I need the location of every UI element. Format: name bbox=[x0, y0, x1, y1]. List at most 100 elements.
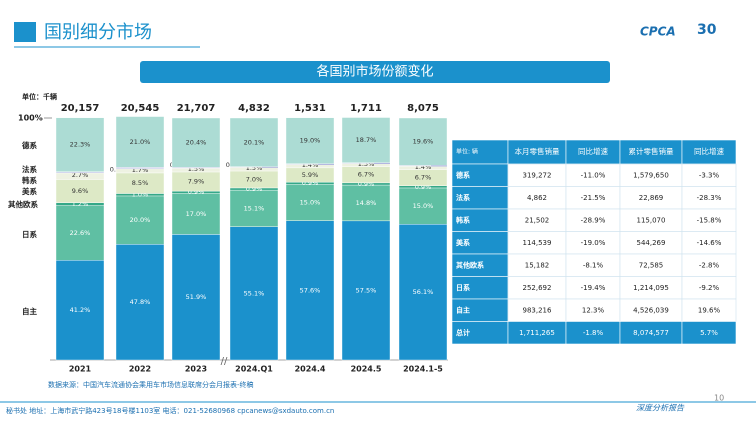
x-tick-label: 2021 bbox=[69, 365, 92, 374]
data-label: 0.9% bbox=[415, 183, 432, 191]
bar-segment bbox=[285, 184, 335, 221]
data-label: 1.3% bbox=[358, 160, 375, 168]
table-cell-text: 319,272 bbox=[523, 171, 552, 179]
data-label: 1.2% bbox=[72, 200, 89, 208]
axis-break: // bbox=[221, 356, 228, 367]
table-cell-text: 5.7% bbox=[700, 329, 718, 337]
table-cell-text: 544,269 bbox=[637, 239, 666, 247]
data-label: 0.9% bbox=[246, 185, 263, 193]
chart-title: 各国别市场份额变化 bbox=[316, 64, 433, 80]
table-cell-text: 19.6% bbox=[698, 306, 721, 314]
bar-segment bbox=[229, 189, 279, 227]
bar-segment bbox=[398, 224, 448, 361]
table-cell-text: -2.8% bbox=[699, 261, 720, 269]
data-label: 1.5% bbox=[246, 164, 263, 172]
subtitle-banner bbox=[140, 61, 610, 83]
table-cell-text: 22,869 bbox=[639, 194, 664, 202]
data-label: 20.0% bbox=[130, 216, 151, 224]
data-label: 9.6% bbox=[72, 187, 89, 195]
bar-segment bbox=[115, 167, 165, 170]
table-cell-text: -19.4% bbox=[581, 284, 606, 292]
table-cell-text: 韩系 bbox=[456, 215, 470, 224]
data-label: 22.6% bbox=[70, 229, 91, 237]
y-tick-label: 100% bbox=[18, 114, 43, 123]
total-label: 20,157 bbox=[61, 103, 100, 114]
data-label: 57.5% bbox=[356, 286, 377, 294]
data-label: 47.8% bbox=[130, 298, 151, 306]
table-cell-text: 72,585 bbox=[639, 261, 664, 269]
data-label: 19.0% bbox=[300, 137, 321, 145]
legend-label: 韩系 bbox=[22, 175, 37, 185]
table-cell-text: -1.8% bbox=[583, 329, 604, 337]
total-label: 1,711 bbox=[350, 103, 382, 114]
table-cell-text: -14.6% bbox=[697, 239, 722, 247]
data-label: 6.7% bbox=[358, 171, 375, 179]
data-label: 15.0% bbox=[300, 198, 321, 206]
table-cell-text: 252,692 bbox=[523, 284, 552, 292]
table-header: 同比增速 bbox=[578, 146, 608, 156]
bar-segment bbox=[398, 117, 448, 166]
data-label: 19.6% bbox=[413, 138, 434, 146]
data-label: 41.2% bbox=[70, 306, 91, 314]
x-tick-label: 2022 bbox=[129, 365, 151, 374]
table-cell-text: -28.3% bbox=[697, 194, 722, 202]
table-cell-text: -3.3% bbox=[699, 171, 720, 179]
table-cell-text: 115,070 bbox=[637, 216, 666, 224]
data-label: 2.7% bbox=[72, 171, 89, 179]
table-cell-text: -9.2% bbox=[699, 284, 720, 292]
table-header: 累计零售销量 bbox=[629, 146, 674, 156]
total-label: 21,707 bbox=[177, 103, 216, 114]
table-header: 同比增速 bbox=[694, 146, 724, 156]
bar-segment bbox=[115, 116, 165, 168]
table-header-cell bbox=[681, 139, 737, 165]
table-cell-text: -8.1% bbox=[583, 261, 604, 269]
source: 数据来源：中国汽车流通协会乘用车市场信息联席分会月报表-终稿 bbox=[48, 380, 254, 389]
legend-label: 美系 bbox=[22, 186, 37, 196]
table-cell-text: 12.3% bbox=[582, 306, 605, 314]
table-cell-text: 15,182 bbox=[525, 261, 550, 269]
data-label: 56.1% bbox=[413, 288, 434, 296]
data-label: 21.0% bbox=[130, 138, 151, 146]
table-cell-text: 4,862 bbox=[527, 194, 547, 202]
table-cell-text: 自主 bbox=[456, 305, 470, 314]
x-tick-label: 2024.Q1 bbox=[235, 365, 273, 374]
table-cell-text: -21.5% bbox=[581, 194, 606, 202]
table-cell-text: 114,539 bbox=[523, 239, 552, 247]
legend-label: 日系 bbox=[22, 229, 37, 239]
total-label: 4,832 bbox=[238, 103, 270, 114]
title-icon bbox=[14, 22, 36, 42]
data-label: 1.7% bbox=[132, 166, 149, 174]
table-header: 本月零售销量 bbox=[515, 146, 560, 156]
x-tick-label: 2024.1-5 bbox=[403, 365, 443, 374]
bar-segment bbox=[398, 187, 448, 225]
legend-label: 法系 bbox=[22, 164, 37, 174]
data-label: 15.0% bbox=[413, 202, 434, 210]
table-cell-text: 983,216 bbox=[523, 306, 552, 314]
x-tick-label: 2024.5 bbox=[351, 365, 382, 374]
table-cell-text: 德系 bbox=[456, 170, 470, 179]
bar-segment bbox=[55, 205, 105, 261]
table-cell-text: 法系 bbox=[456, 193, 470, 202]
data-label: 22.3% bbox=[70, 141, 91, 149]
table-cell-text: 美系 bbox=[456, 238, 470, 247]
table-cell-text: 日系 bbox=[456, 283, 470, 292]
data-label: 7.0% bbox=[246, 175, 263, 183]
table-header-cell bbox=[565, 139, 621, 165]
bar-segment bbox=[171, 234, 221, 361]
table-cell-text: 1,711,265 bbox=[519, 329, 555, 337]
table-cell-text: 其他欧系 bbox=[456, 260, 484, 269]
table-cell-text: 4,526,039 bbox=[633, 306, 669, 314]
data-label: 1.4% bbox=[415, 163, 432, 171]
x-tick-label: 2023 bbox=[185, 365, 207, 374]
table-cell-text: 总计 bbox=[456, 328, 470, 337]
bar-segment bbox=[55, 117, 105, 172]
table-cell-text: 1,579,650 bbox=[633, 171, 669, 179]
bar-segment bbox=[171, 117, 221, 168]
footer-report: 深度分析报告 bbox=[636, 404, 685, 413]
total-label: 20,545 bbox=[121, 103, 160, 114]
footer-address: 秘书处 地址：上海市武宁路423号18号楼1103室 电话：021-526809… bbox=[6, 406, 334, 415]
x-tick-label: 2024.4 bbox=[295, 365, 326, 374]
unit: 单位：千辆 bbox=[22, 92, 57, 101]
bar-segment bbox=[341, 117, 391, 163]
data-label: 17.0% bbox=[186, 210, 207, 218]
